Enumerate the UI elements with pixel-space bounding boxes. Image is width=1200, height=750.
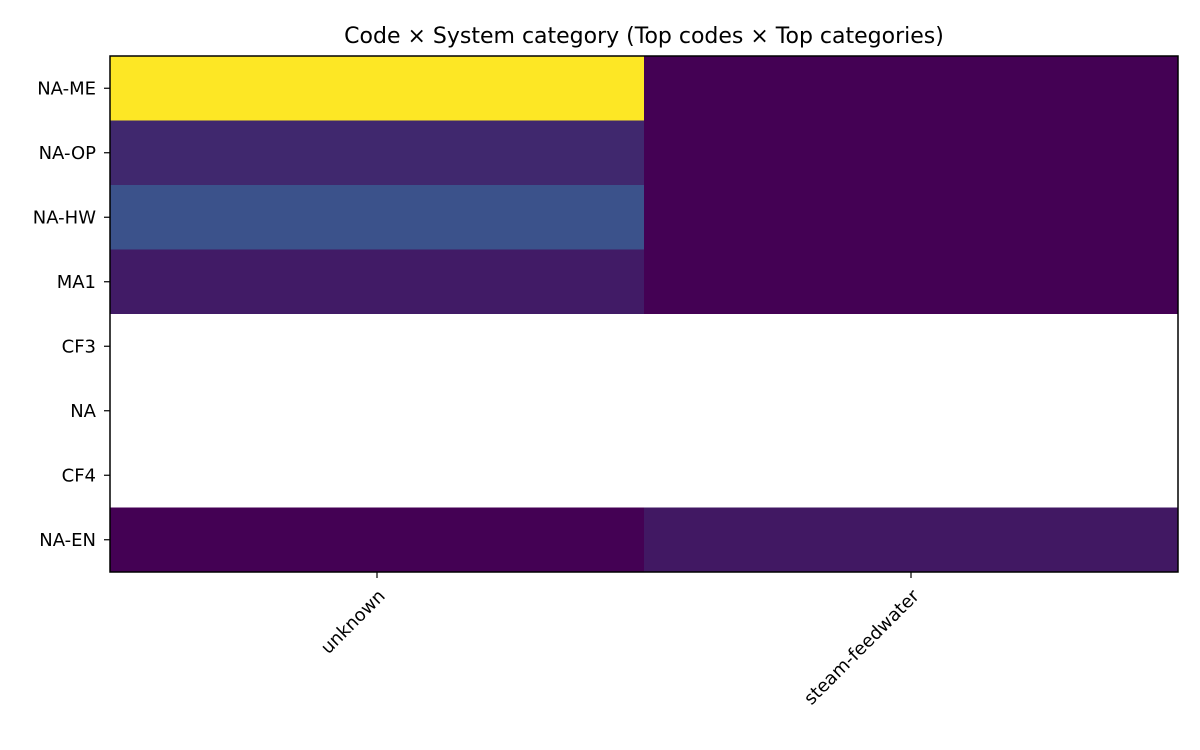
x-tick-label: unknown (317, 586, 390, 659)
x-axis: unknown steam-feedwater (317, 572, 924, 709)
heatmap-cell-NA-OP-unknown (110, 120, 645, 186)
y-axis: NA-ME NA-OP NA-HW MA1 CF3 NA CF4 NA-EN (33, 78, 110, 551)
heatmap-cells (110, 56, 1179, 573)
heatmap-cell-CF4-unknown (110, 443, 645, 508)
heatmap-cell-CF4-steam-feedwater (644, 443, 1179, 508)
heatmap-cell-MA1-unknown (110, 249, 645, 315)
y-tick-label: NA-OP (39, 143, 97, 164)
heatmap-cell-NA-HW-unknown (110, 185, 645, 250)
y-tick-label: CF4 (62, 465, 96, 486)
heatmap-cell-NA-EN-unknown (110, 507, 645, 573)
heatmap-cell-NA-steam-feedwater (644, 378, 1179, 444)
y-tick-label: NA-EN (39, 530, 96, 551)
heatmap-cell-NA-HW-steam-feedwater (644, 185, 1179, 250)
y-tick-label: CF3 (62, 336, 96, 357)
heatmap-cell-NA-ME-steam-feedwater (644, 56, 1179, 121)
y-tick-label: NA-ME (37, 78, 96, 99)
chart-title: Code × System category (Top codes × Top … (344, 24, 944, 49)
heatmap-cell-NA-ME-unknown (110, 56, 645, 121)
y-tick-label: NA-HW (33, 207, 96, 228)
y-tick-label: NA (70, 401, 96, 422)
heatmap-cell-NA-OP-steam-feedwater (644, 120, 1179, 186)
y-tick-label: MA1 (57, 272, 96, 293)
heatmap-cell-CF3-steam-feedwater (644, 314, 1179, 379)
heatmap-cell-NA-unknown (110, 378, 645, 444)
plot-frame (109, 55, 1179, 573)
heatmap-cell-MA1-steam-feedwater (644, 249, 1179, 315)
x-tick-label: steam-feedwater (800, 585, 924, 709)
heatmap-cell-CF3-unknown (110, 314, 645, 379)
heatmap-cell-NA-EN-steam-feedwater (644, 507, 1179, 573)
